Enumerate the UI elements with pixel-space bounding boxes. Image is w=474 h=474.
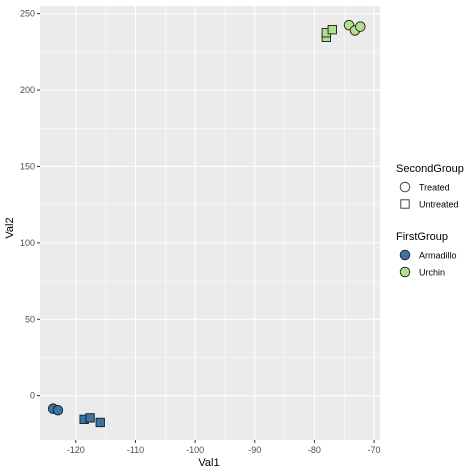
y-tick-label: 100 bbox=[20, 238, 35, 248]
legend-key-circle-icon bbox=[399, 181, 411, 193]
x-tick-label: -100 bbox=[186, 445, 204, 455]
y-axis-title: Val2 bbox=[4, 217, 16, 238]
data-point-armadillo-untreated bbox=[85, 413, 95, 423]
panel-background bbox=[40, 6, 380, 440]
x-tick-label: -120 bbox=[67, 445, 85, 455]
grid-lines bbox=[40, 6, 380, 440]
x-tick-label: -90 bbox=[248, 445, 261, 455]
axes: -120 -110 -100 -90 -80 -70 0 50 100 150 200 250 bbox=[20, 9, 381, 455]
data-point-armadillo-treated bbox=[52, 404, 64, 416]
x-tick-label: -110 bbox=[127, 445, 144, 455]
legend-key-urchin-icon bbox=[399, 266, 411, 278]
y-tick-label: 0 bbox=[30, 391, 35, 401]
legend-label-treated: Treated bbox=[419, 183, 450, 193]
data-point-armadillo-untreated bbox=[95, 417, 105, 428]
legend-label-untreated: Untreated bbox=[419, 200, 459, 210]
legend-key-armadillo-icon bbox=[399, 249, 411, 261]
data-points bbox=[47, 19, 366, 428]
y-tick-label: 250 bbox=[20, 9, 35, 19]
plot-panel bbox=[40, 6, 380, 440]
x-tick-label: -80 bbox=[308, 445, 321, 455]
legends: SecondGroup Treated Untreated FirstGroup Arm… bbox=[396, 163, 464, 278]
y-tick-label: 50 bbox=[25, 314, 35, 324]
y-tick-label: 150 bbox=[20, 161, 35, 171]
legend-title-firstgroup: FirstGroup bbox=[396, 231, 448, 243]
legend-title-secondgroup: SecondGroup bbox=[396, 163, 464, 175]
legend-key-square-icon bbox=[400, 199, 410, 209]
x-tick-label: -70 bbox=[368, 445, 381, 455]
y-tick-label: 200 bbox=[20, 85, 35, 95]
x-axis-title: Val1 bbox=[198, 457, 219, 469]
data-point-urchin-untreated bbox=[327, 25, 337, 35]
legend-label-urchin: Urchin bbox=[419, 268, 445, 278]
data-point-urchin-treated bbox=[355, 21, 366, 32]
legend-label-armadillo: Armadillo bbox=[419, 251, 457, 261]
